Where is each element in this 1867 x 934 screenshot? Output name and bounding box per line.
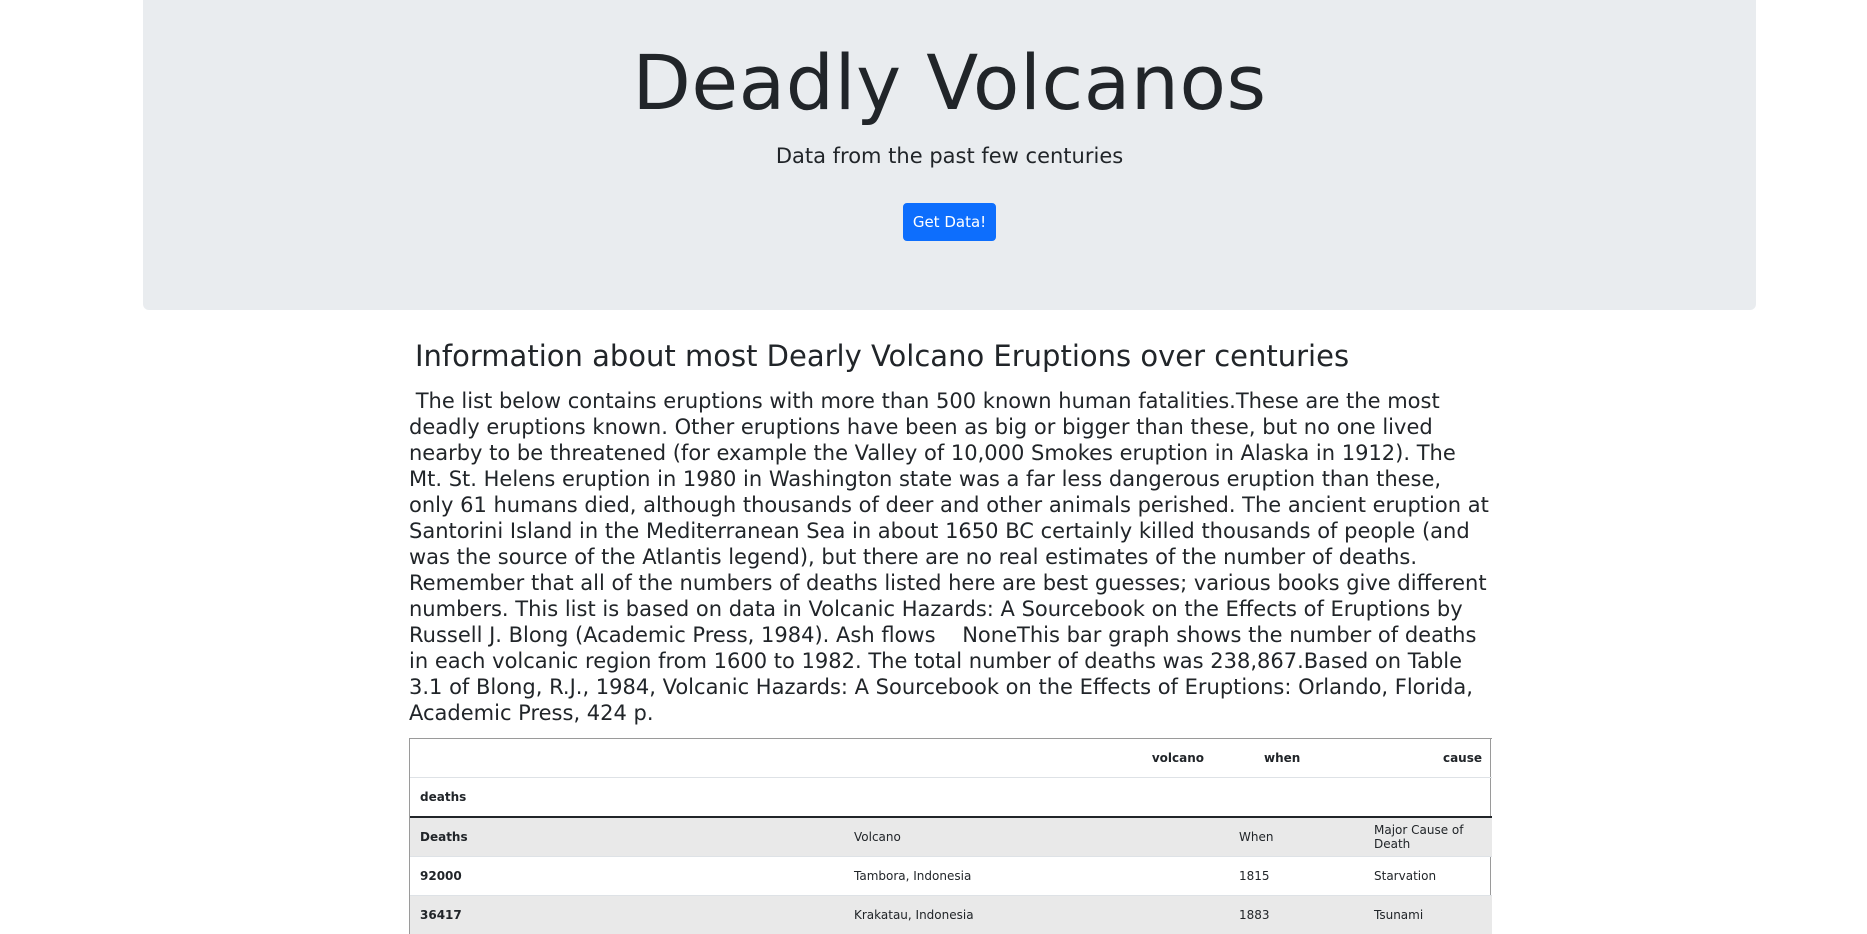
- header-cause: cause: [1364, 739, 1492, 778]
- cell-cause: Starvation: [1364, 857, 1492, 896]
- cell-when: When: [1229, 817, 1364, 857]
- eruptions-table-wrapper: volcano when cause deaths Deaths Volcano…: [409, 738, 1491, 934]
- header-deaths: deaths: [410, 778, 1492, 818]
- cell-when: 1815: [1229, 857, 1364, 896]
- header-index: [410, 739, 844, 778]
- get-data-button[interactable]: Get Data!: [903, 203, 996, 241]
- cell-volcano: Tambora, Indonesia: [844, 857, 1229, 896]
- table-header-row-deaths: deaths: [410, 778, 1492, 818]
- page-title: Deadly Volcanos: [143, 38, 1756, 127]
- cell-volcano: Krakatau, Indonesia: [844, 896, 1229, 934]
- table-header-row: volcano when cause: [410, 739, 1492, 778]
- cell-volcano: Volcano: [844, 817, 1229, 857]
- info-section: Information about most Dearly Volcano Er…: [409, 330, 1491, 934]
- jumbotron-header: Deadly Volcanos Data from the past few c…: [143, 0, 1756, 310]
- header-volcano: volcano: [844, 739, 1229, 778]
- table-row: 92000 Tambora, Indonesia 1815 Starvation: [410, 857, 1492, 896]
- table-row: 36417 Krakatau, Indonesia 1883 Tsunami: [410, 896, 1492, 934]
- table-row: Deaths Volcano When Major Cause of Death: [410, 817, 1492, 857]
- cell-when: 1883: [1229, 896, 1364, 934]
- cell-deaths: 92000: [410, 857, 844, 896]
- section-description: The list below contains eruptions with m…: [409, 388, 1491, 726]
- cell-cause: Tsunami: [1364, 896, 1492, 934]
- cell-deaths: 36417: [410, 896, 844, 934]
- header-when: when: [1229, 739, 1364, 778]
- cell-deaths: Deaths: [410, 817, 844, 857]
- cell-cause: Major Cause of Death: [1364, 817, 1492, 857]
- section-title: Information about most Dearly Volcano Er…: [415, 330, 1491, 382]
- page-subtitle: Data from the past few centuries: [143, 144, 1756, 168]
- eruptions-table: volcano when cause deaths Deaths Volcano…: [410, 738, 1492, 934]
